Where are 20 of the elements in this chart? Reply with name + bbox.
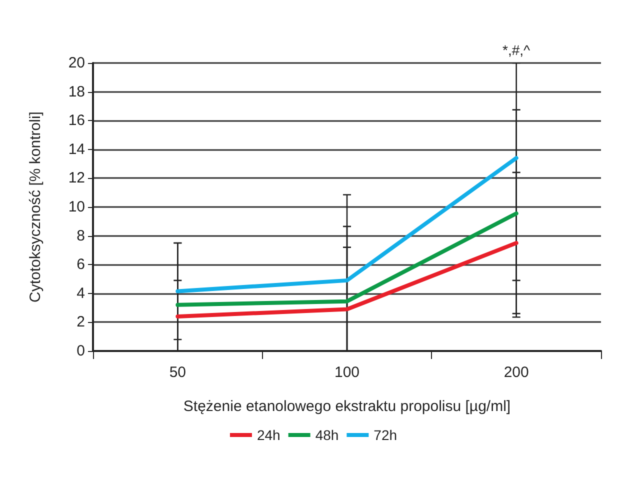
x-tick-label: 100 <box>334 364 360 381</box>
legend-label: 48h <box>315 427 339 443</box>
y-tick-label: 0 <box>76 342 85 360</box>
y-tick-label: 20 <box>68 54 85 72</box>
y-tick-label: 6 <box>76 256 85 274</box>
y-tick-label: 10 <box>68 198 85 216</box>
y-tick-label: 16 <box>68 112 85 130</box>
y-tick-label: 12 <box>68 170 85 187</box>
y-axis-title: Cytotoksyczność [% kontroli] <box>27 112 44 302</box>
y-tick-label: 14 <box>68 140 85 158</box>
y-tick-label: 8 <box>76 227 85 244</box>
y-tick-label: 4 <box>76 284 85 302</box>
legend-label: 24h <box>256 427 280 443</box>
x-tick-label: 200 <box>504 364 529 381</box>
x-axis-title: Stężenie etanolowego ekstraktu propolisu [µg/ml] <box>183 398 511 415</box>
y-tick-label: 2 <box>76 314 85 331</box>
legend-label: 72h <box>374 427 398 443</box>
y-tick-label: 18 <box>68 83 85 100</box>
text: *,#,^ <box>502 42 531 58</box>
x-tick-label: 50 <box>169 364 186 381</box>
